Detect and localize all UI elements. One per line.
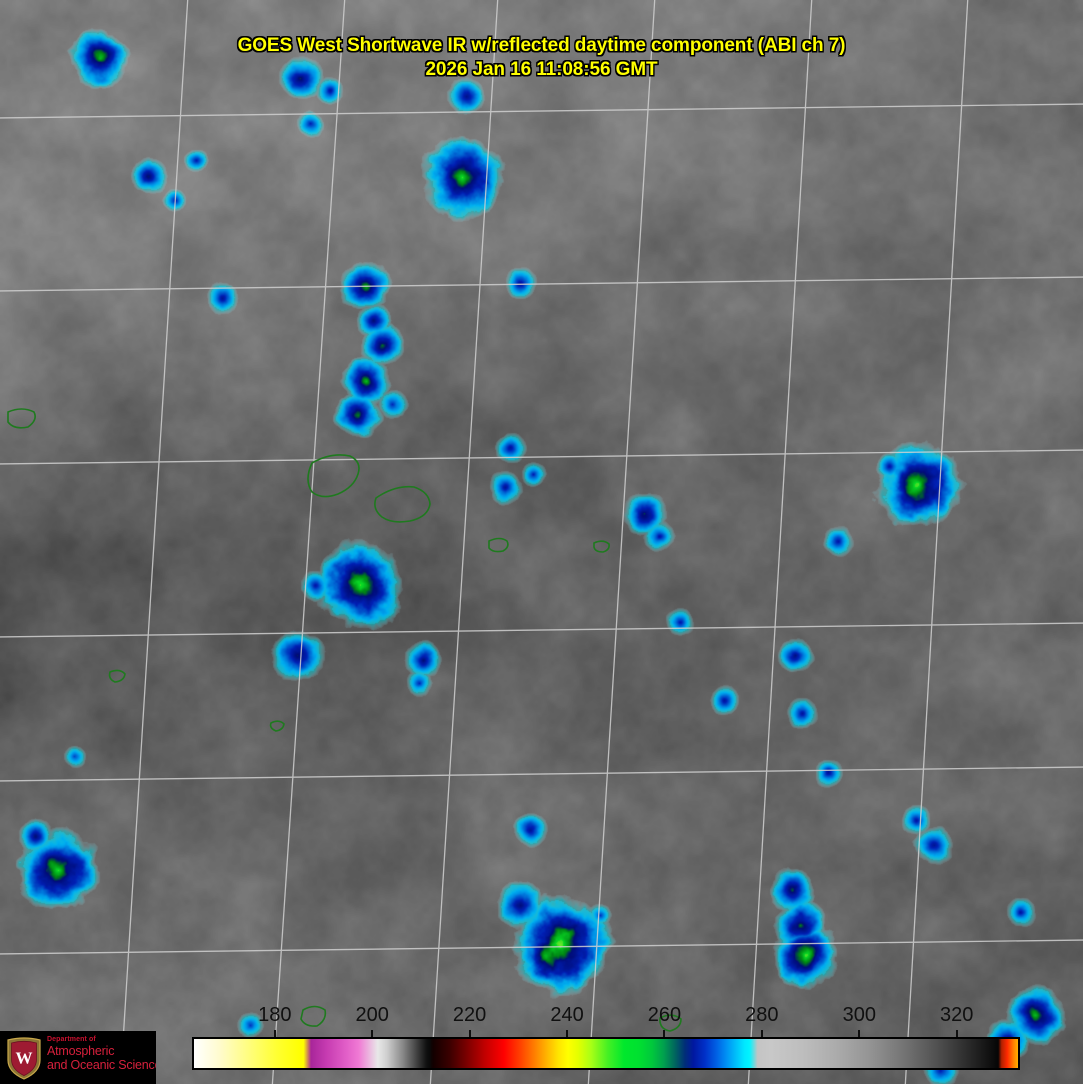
logo-atmospheric-label: Atmospheric [47, 1044, 115, 1058]
colorbar-tick-label-240: 240 [550, 1004, 584, 1026]
colorbar-tick-label-200: 200 [355, 1004, 389, 1026]
colorbar-gradient [192, 1037, 1020, 1070]
colorbar: 180 200 220 240 260 280 300 320 [192, 1004, 1020, 1080]
colorbar-tick-mark-300 [858, 1030, 861, 1037]
colorbar-tick-mark-240 [566, 1030, 569, 1037]
logo-oceanic-label: and Oceanic Sciences [47, 1058, 156, 1072]
uw-aos-logo: W Department of Atmospheric and Oceanic … [0, 1031, 156, 1084]
colorbar-tick-label-220: 220 [452, 1004, 487, 1026]
colorbar-tick-marks [192, 1030, 1020, 1037]
colorbar-tick-mark-320 [955, 1030, 958, 1037]
colorbar-tick-label-280: 280 [745, 1004, 779, 1026]
colorbar-tick-mark-280 [760, 1030, 763, 1037]
colorbar-tick-mark-220 [468, 1030, 471, 1037]
logo-text-block: Department of Atmospheric and Oceanic Sc… [47, 1035, 156, 1072]
colorbar-tick-label-300: 300 [842, 1004, 876, 1026]
colorbar-tick-label-260: 260 [647, 1004, 682, 1026]
colorbar-tick-labels: 180 200 220 240 260 280 300 320 [192, 1004, 1020, 1030]
colorbar-tick-label-180: 180 [258, 1004, 292, 1026]
uw-crest-icon: W [7, 1037, 41, 1080]
logo-department-label: Department of [47, 1036, 96, 1043]
colorbar-tick-mark-200 [371, 1030, 374, 1037]
svg-text:W: W [16, 1049, 33, 1068]
colorbar-tick-label-320: 320 [939, 1004, 974, 1026]
colorbar-tick-mark-260 [663, 1030, 666, 1037]
colorbar-tick-mark-180 [273, 1030, 276, 1037]
